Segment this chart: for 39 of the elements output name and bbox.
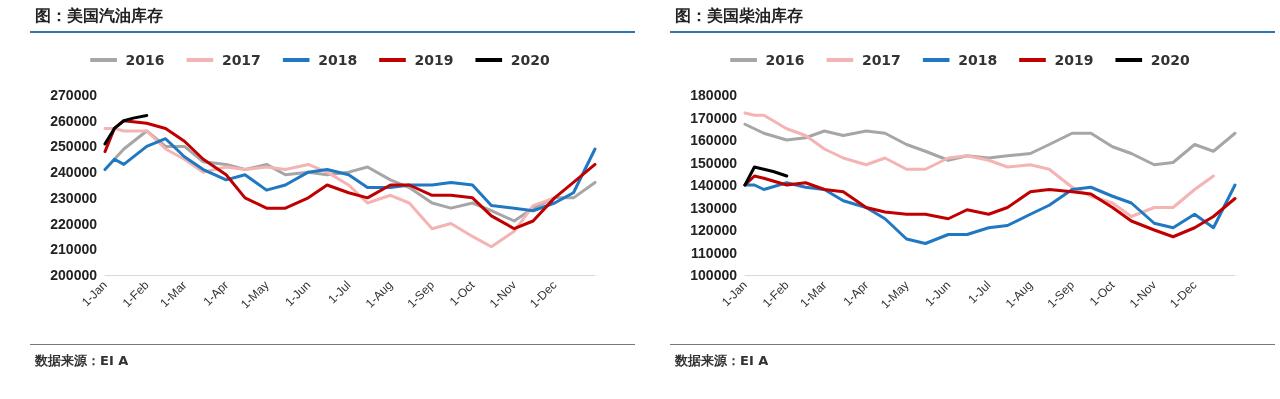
line-series [743,122,1237,167]
line-series [743,111,1215,218]
y-tick-label: 250000 [50,138,98,155]
line-series [103,137,597,213]
y-tick-label: 140000 [690,177,738,193]
y-tick-label: 260000 [50,112,98,129]
line-series [743,174,1237,239]
y-tick-label: 210000 [50,241,98,258]
legend-label: 2020 [1150,52,1190,68]
y-tick-label: 230000 [50,189,98,206]
legend-label: 2018 [318,52,358,68]
line-series [743,165,789,187]
y-tick-label: 100000 [690,267,738,283]
legend-label: 2016 [765,52,805,68]
legend-label: 2020 [510,52,550,68]
legend-label: 2019 [414,52,454,68]
y-tick-label: 170000 [690,109,738,126]
line-series [103,119,597,231]
chart-title: 图：美国柴油库存 [675,6,803,27]
y-tick-label: 220000 [50,215,98,232]
chart-title: 图：美国汽油库存 [35,6,163,27]
y-tick-label: 240000 [50,164,98,181]
y-tick-label: 150000 [690,154,738,171]
line-series [743,181,1237,245]
y-tick-label: 110000 [691,244,738,261]
line-series [103,114,149,146]
y-tick-label: 130000 [690,199,738,216]
y-tick-label: 180000 [690,87,738,103]
legend-label: 2018 [958,52,998,68]
legend-label: 2017 [861,52,901,68]
legend-label: 2016 [125,52,165,68]
source-note: 数据来源：EI A [35,352,129,370]
legend-label: 2019 [1054,52,1094,68]
y-tick-label: 120000 [690,222,738,238]
source-note: 数据来源：EI A [675,352,769,370]
y-tick-label: 160000 [690,132,738,148]
legend-label: 2017 [221,52,261,68]
y-tick-label: 200000 [50,267,98,283]
y-tick-label: 270000 [50,87,98,103]
